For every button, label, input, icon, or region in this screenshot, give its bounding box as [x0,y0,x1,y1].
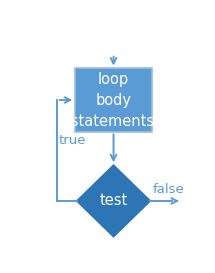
Text: false: false [153,183,184,196]
Polygon shape [77,165,150,237]
Text: true: true [59,134,86,147]
Text: test: test [99,194,128,208]
Text: loop
body
(statements): loop body (statements) [66,72,161,129]
FancyBboxPatch shape [75,69,152,132]
